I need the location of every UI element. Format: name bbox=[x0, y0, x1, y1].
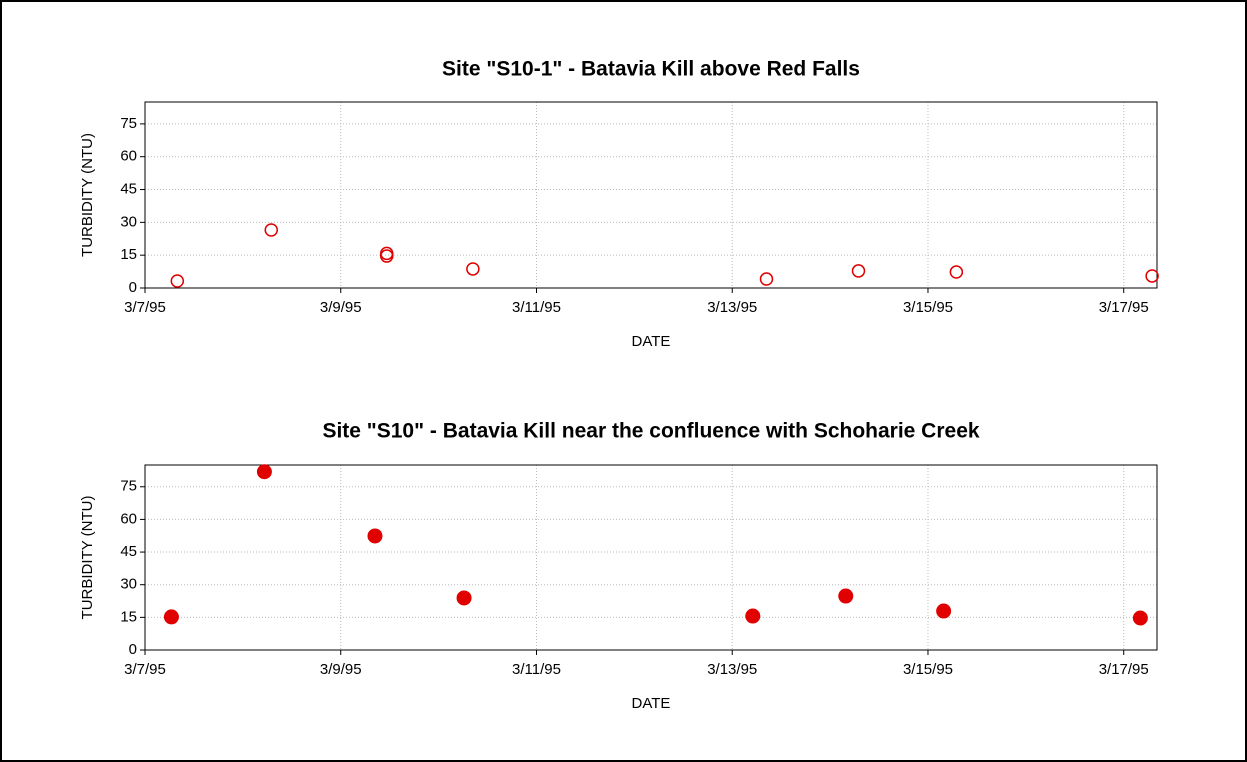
y-tick-label: 30 bbox=[120, 213, 137, 230]
chart-title: Site "S10-1" - Batavia Kill above Red Fa… bbox=[442, 58, 860, 81]
data-point bbox=[456, 590, 472, 606]
x-tick-label: 3/11/95 bbox=[512, 299, 561, 316]
x-tick-label: 3/15/95 bbox=[903, 661, 953, 678]
data-point bbox=[1145, 269, 1159, 283]
y-tick-label: 75 bbox=[120, 478, 137, 495]
y-tick-label: 0 bbox=[129, 641, 137, 658]
x-tick-label: 3/7/95 bbox=[124, 661, 166, 678]
data-point bbox=[838, 588, 854, 604]
data-point bbox=[1132, 610, 1148, 626]
y-tick-label: 0 bbox=[129, 279, 137, 296]
data-point bbox=[466, 262, 480, 276]
x-axis-label: DATE bbox=[632, 333, 671, 350]
x-tick-label: 3/17/95 bbox=[1099, 299, 1149, 316]
plot-area bbox=[144, 464, 1158, 651]
data-point bbox=[163, 609, 179, 625]
x-tick-label: 3/15/95 bbox=[903, 299, 953, 316]
y-tick-label: 30 bbox=[120, 576, 137, 593]
data-point bbox=[367, 528, 383, 544]
y-axis-label: TURBIDITY (NTU) bbox=[79, 133, 96, 257]
data-point bbox=[759, 272, 774, 286]
y-axis-label: TURBIDITY (NTU) bbox=[79, 496, 96, 620]
y-tick-label: 15 bbox=[120, 608, 137, 625]
data-point bbox=[170, 274, 185, 288]
x-tick-label: 3/17/95 bbox=[1099, 661, 1149, 678]
data-point bbox=[936, 603, 952, 619]
y-tick-label: 15 bbox=[120, 246, 137, 263]
x-tick-label: 3/7/95 bbox=[124, 299, 166, 316]
data-point bbox=[256, 464, 272, 480]
data-point bbox=[851, 264, 866, 278]
x-tick-label: 3/13/95 bbox=[707, 299, 757, 316]
x-tick-label: 3/9/95 bbox=[320, 661, 362, 678]
data-point bbox=[745, 608, 761, 624]
x-tick-label: 3/9/95 bbox=[320, 299, 362, 316]
data-point bbox=[949, 265, 964, 279]
y-tick-label: 60 bbox=[120, 148, 137, 165]
y-tick-label: 75 bbox=[120, 115, 137, 132]
data-point bbox=[379, 246, 394, 261]
x-axis-label: DATE bbox=[632, 695, 671, 712]
x-tick-label: 3/11/95 bbox=[512, 661, 561, 678]
plot-area bbox=[144, 101, 1158, 289]
data-point bbox=[264, 223, 279, 237]
chart-title: Site "S10" - Batavia Kill near the confl… bbox=[322, 420, 979, 443]
y-tick-label: 60 bbox=[120, 510, 137, 527]
x-tick-label: 3/13/95 bbox=[707, 661, 757, 678]
y-tick-label: 45 bbox=[120, 543, 137, 560]
y-tick-label: 45 bbox=[120, 180, 137, 197]
